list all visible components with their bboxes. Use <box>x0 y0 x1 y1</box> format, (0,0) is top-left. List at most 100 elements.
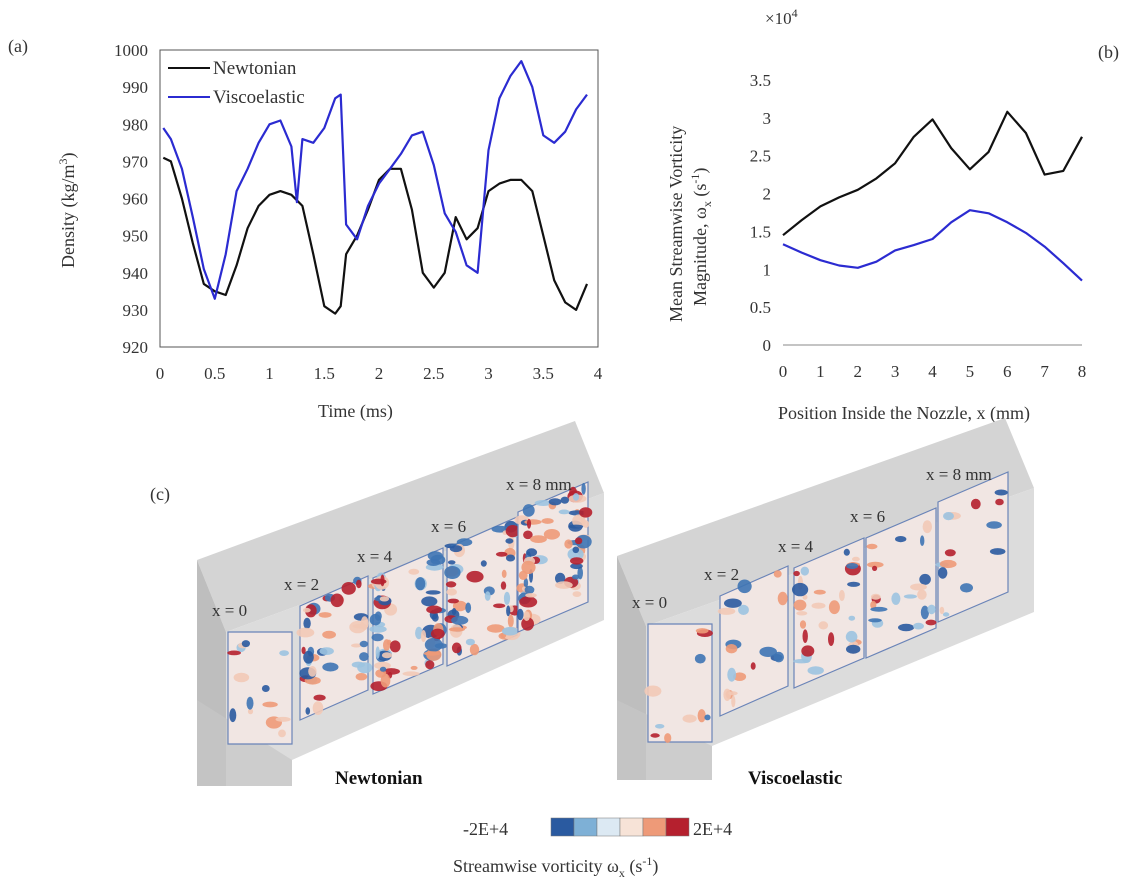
vortex-blob <box>807 666 824 675</box>
vortex-blob <box>572 493 580 501</box>
vortex-blob <box>452 600 467 612</box>
vortex-blob <box>278 729 286 738</box>
vortex-blob <box>574 537 583 545</box>
chart-a-x-tick-label: 0 <box>156 364 165 383</box>
chart-b-series-line-2 <box>782 209 1083 282</box>
chart-b-series <box>782 110 1083 282</box>
slice-position-label: x = 6 <box>431 517 466 536</box>
chart-a-y-tick-label: 920 <box>123 338 149 357</box>
vortex-blob <box>523 577 529 589</box>
vortex-blob <box>960 583 973 593</box>
vortex-blob <box>725 644 738 654</box>
vortex-blob <box>229 708 237 723</box>
vortex-blob <box>845 630 858 643</box>
chart-a-y-ticks: 920 930 940 950 960 970 980 990 1000 <box>114 41 148 357</box>
vortex-blob <box>828 632 835 646</box>
vortex-blob <box>796 611 808 616</box>
vortex-blob <box>541 518 554 524</box>
vortex-blob <box>371 633 384 642</box>
vortex-blob <box>664 733 672 743</box>
vortex-blob <box>579 507 593 518</box>
chart-a-x-tick-label: 2 <box>375 364 384 383</box>
vortex-blob <box>426 559 441 566</box>
colorbar-swatch <box>573 817 598 837</box>
chart-b: (b) ×104 0 0.5 1 1.5 2 2.5 3 3.5 0 1 2 3 4 5 6 7 8 Posi… <box>666 6 1119 424</box>
vortex-blob <box>423 651 441 656</box>
colorbar-swatches <box>550 817 690 837</box>
slice-position-label: x = 0 <box>212 601 247 620</box>
vortex-blob <box>655 724 665 729</box>
vortex-blob <box>319 647 334 655</box>
vortex-blob <box>465 602 472 614</box>
vortex-blob <box>313 694 326 701</box>
chart-a-x-tick-label: 4 <box>594 364 603 383</box>
viscoelastic-group-label: Viscoelastic <box>748 768 842 789</box>
vortex-blob <box>303 650 314 664</box>
vortex-blob <box>359 652 369 662</box>
slice-position-label: x = 2 <box>704 565 739 584</box>
vortex-blob <box>920 605 930 620</box>
chart-a: (a) 920 930 940 950 960 970 980 990 1000 0 0.5 1 1.… <box>8 36 603 422</box>
vortex-blob <box>262 701 278 708</box>
vortex-blob <box>572 574 580 580</box>
vortex-blob <box>507 614 514 628</box>
vortex-blob <box>305 707 311 715</box>
chart-a-y-tick-label: 980 <box>123 115 149 134</box>
vortex-blob <box>451 608 457 615</box>
vortex-blob <box>466 570 484 583</box>
chart-b-x-tick-label: 3 <box>891 362 900 381</box>
vortex-blob <box>994 489 1008 496</box>
vortex-blob <box>903 594 918 599</box>
vortex-blob <box>867 561 884 568</box>
vortex-blob <box>451 642 462 654</box>
vortex-blob <box>558 509 570 515</box>
legend-label-newtonian: Newtonian <box>213 58 297 79</box>
vortex-blob <box>301 646 306 655</box>
chart-a-y-tick-label: 990 <box>123 78 149 97</box>
slice-position-label: x = 8 mm <box>926 465 992 484</box>
vortex-blob <box>446 588 458 596</box>
vortex-blob <box>505 525 520 538</box>
vortex-blob <box>241 640 250 648</box>
slice-position-label: x = 4 <box>357 547 393 566</box>
newtonian-nozzle-diagram: x = 0 x = 2 x = 4 x = 6 x = 8 mm Newtonian <box>197 421 604 789</box>
vortex-blob <box>870 606 888 612</box>
vortex-blob <box>922 520 932 534</box>
newtonian-slices: x = 0 x = 2 x = 4 x = 6 x = 8 mm <box>212 475 593 745</box>
vortex-blob <box>800 566 809 576</box>
vortex-blob <box>312 701 324 715</box>
vortex-blob <box>986 521 1002 529</box>
chart-b-y-tick-label: 0.5 <box>750 298 771 317</box>
chart-b-x-tick-label: 6 <box>1003 362 1012 381</box>
vortex-blob <box>731 695 736 708</box>
slice-position-label: x = 4 <box>778 537 814 556</box>
vorticity-slice <box>865 507 937 659</box>
vortex-blob <box>737 579 752 594</box>
vortex-blob <box>501 569 507 579</box>
vortex-blob <box>448 627 465 632</box>
chart-a-y-tick-label: 950 <box>123 227 149 246</box>
vortex-blob <box>465 638 475 646</box>
vortex-blob <box>970 498 981 510</box>
vortex-blob <box>811 602 826 609</box>
vortex-blob <box>919 573 931 585</box>
vortex-blob <box>695 628 709 634</box>
vortex-blob <box>852 556 860 562</box>
vortex-blob <box>802 594 808 600</box>
vortex-blob <box>369 625 387 633</box>
vortex-blob <box>360 616 369 631</box>
vortex-blob <box>847 581 861 587</box>
vortex-blob <box>449 545 463 553</box>
vortex-blob <box>380 574 385 587</box>
vortex-blob <box>523 611 530 621</box>
vortex-blob <box>246 696 254 710</box>
vortex-blob <box>526 518 532 529</box>
vortex-blob <box>522 504 535 517</box>
vortex-blob <box>505 554 516 562</box>
chart-b-x-tick-label: 7 <box>1040 362 1049 381</box>
vortex-blob <box>870 593 881 600</box>
vortex-blob <box>341 582 356 595</box>
vortex-blob <box>560 496 569 504</box>
vortex-blob <box>898 623 915 632</box>
chart-b-y-axis-label-line1: Mean Streamwise Vorticity <box>666 126 686 322</box>
